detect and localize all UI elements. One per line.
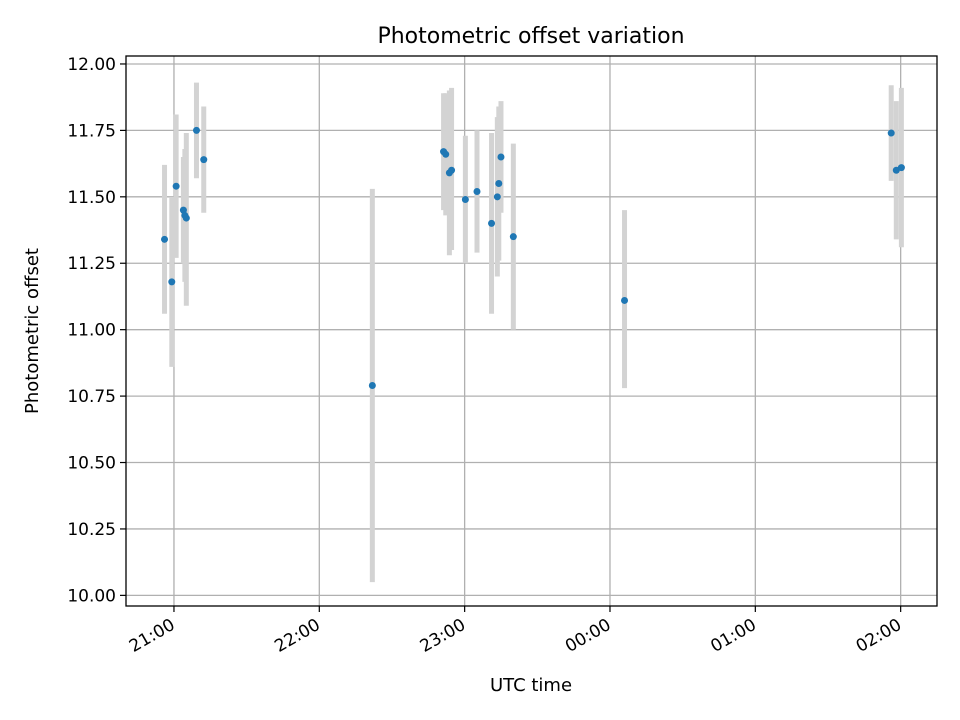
data-point xyxy=(897,164,905,172)
x-axis-label: UTC time xyxy=(490,675,572,696)
data-point xyxy=(497,153,505,161)
data-points xyxy=(161,126,905,389)
data-point xyxy=(461,195,469,203)
data-point xyxy=(368,381,376,389)
y-tick-label: 11.25 xyxy=(67,254,116,274)
data-point xyxy=(493,193,501,201)
plot-frame xyxy=(125,55,938,607)
data-point xyxy=(448,166,456,174)
y-tick-label: 10.75 xyxy=(67,387,116,407)
data-point xyxy=(473,188,481,196)
y-axis-label: Photometric offset xyxy=(22,248,43,414)
y-tick-label: 11.00 xyxy=(67,321,116,341)
chart-title: Photometric offset variation xyxy=(377,24,684,49)
y-axis-ticks: 10.00 10.25 10.50 10.75 11.00 11.25 11.50 11.75… xyxy=(67,55,126,606)
data-point xyxy=(621,296,629,304)
data-point xyxy=(442,150,450,158)
data-point xyxy=(488,219,496,227)
y-tick-label: 12.00 xyxy=(67,55,116,75)
data-point xyxy=(200,156,208,164)
y-tick-label: 10.50 xyxy=(67,454,116,474)
data-point xyxy=(495,180,503,188)
data-point xyxy=(192,126,200,134)
data-point xyxy=(182,214,190,222)
y-tick-label: 11.75 xyxy=(67,121,116,141)
y-tick-label: 10.25 xyxy=(67,520,116,540)
y-tick-label: 10.00 xyxy=(67,586,116,606)
y-tick-label: 11.50 xyxy=(67,188,116,208)
data-point xyxy=(161,235,169,243)
data-point xyxy=(509,233,517,241)
data-point xyxy=(179,206,187,214)
data-point xyxy=(172,182,180,190)
data-point xyxy=(168,278,176,286)
data-point xyxy=(887,129,895,137)
